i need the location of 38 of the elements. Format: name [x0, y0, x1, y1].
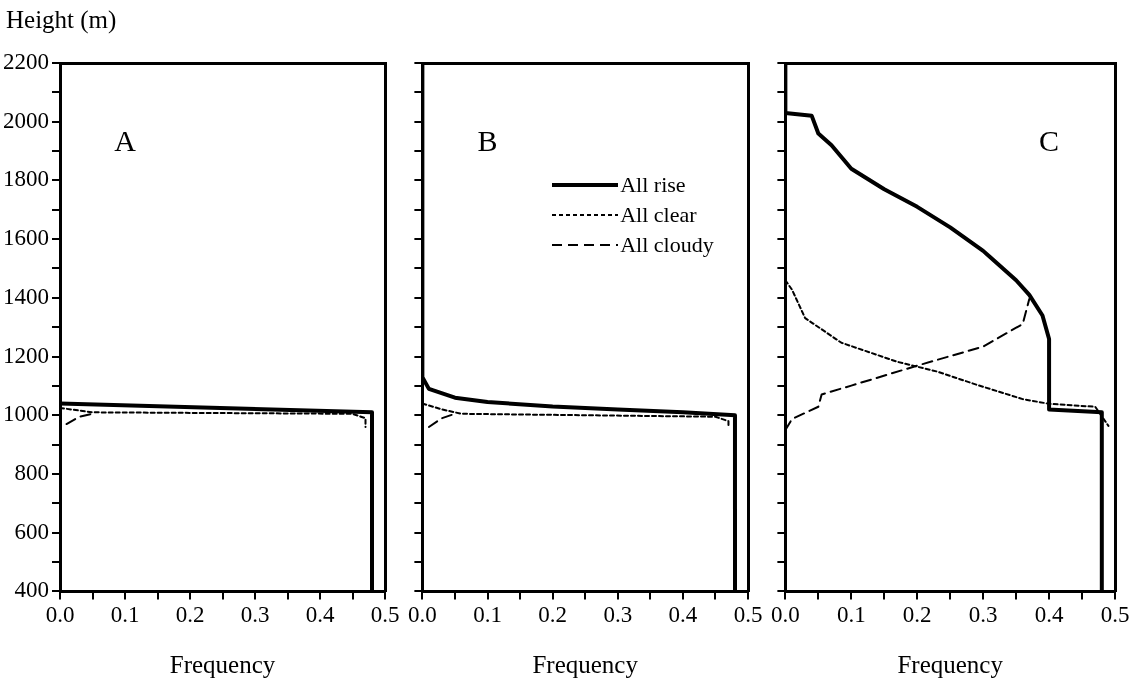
x-axis-title: Frequency — [897, 650, 1004, 678]
x-tick-label: 0.2 — [175, 602, 205, 628]
y-tick-label: 1400 — [3, 283, 49, 309]
y-tick-label: 1200 — [3, 342, 49, 368]
x-tick-label: 0.1 — [110, 602, 140, 628]
x-axis-title: Frequency — [532, 650, 639, 678]
x-tick-label: 0.0 — [408, 602, 437, 628]
y-tick-label: 400 — [14, 577, 49, 603]
annotation: C — [1039, 123, 1060, 157]
annotation: A — [114, 123, 137, 157]
x-tick-label: 0.0 — [45, 602, 75, 628]
y-tick-label: 1600 — [3, 225, 49, 251]
y-tick-label: 2000 — [3, 107, 49, 133]
annotation: B — [477, 123, 498, 157]
x-tick-label: 0.5 — [1100, 602, 1130, 628]
y-tick-label: 1000 — [3, 401, 49, 427]
x-tick-label: 0.4 — [305, 602, 335, 628]
x-tick-label: 0.0 — [771, 602, 800, 628]
x-tick-label: 0.3 — [968, 602, 998, 628]
y-tick-label: 600 — [14, 518, 49, 544]
y-tick-label: 1800 — [3, 166, 49, 192]
x-tick-label: 0.2 — [902, 602, 932, 628]
x-tick-label: 0.4 — [1034, 602, 1064, 628]
legend-label: All rise — [620, 171, 686, 199]
y-axis-title: Height (m) — [6, 6, 117, 34]
x-tick-label: 0.1 — [473, 602, 502, 628]
y-tick-label: 800 — [14, 460, 49, 486]
legend-label: All cloudy — [620, 231, 714, 259]
x-tick-label: 0.3 — [240, 602, 270, 628]
x-tick-label: 0.2 — [538, 602, 567, 628]
y-tick-label: 2200 — [3, 49, 49, 75]
x-tick-label: 0.1 — [836, 602, 866, 628]
legend-label: All clear — [620, 201, 697, 229]
x-tick-label: 0.5 — [370, 602, 400, 628]
x-axis-title: Frequency — [169, 650, 276, 678]
x-tick-label: 0.3 — [603, 602, 633, 628]
x-tick-label: 0.4 — [668, 602, 698, 628]
x-tick-label: 0.5 — [733, 602, 763, 628]
